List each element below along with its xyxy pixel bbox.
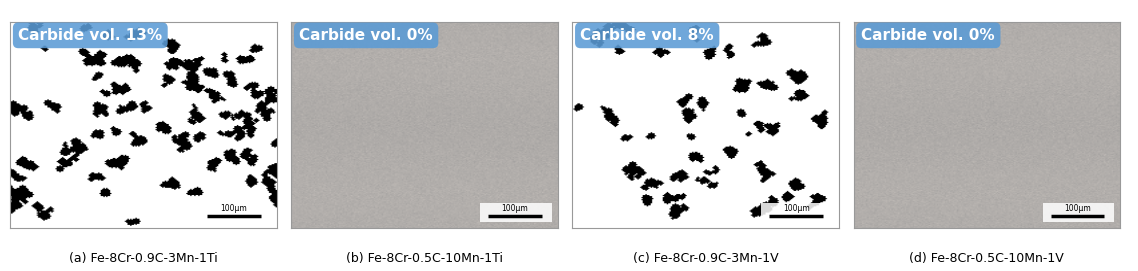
Text: 100μm: 100μm (502, 204, 528, 212)
FancyBboxPatch shape (480, 203, 552, 222)
Text: (d) Fe-8Cr-0.5C-10Mn-1V: (d) Fe-8Cr-0.5C-10Mn-1V (909, 252, 1064, 265)
Text: Carbide vol. 0%: Carbide vol. 0% (861, 28, 995, 43)
FancyBboxPatch shape (199, 203, 271, 222)
FancyBboxPatch shape (1042, 203, 1114, 222)
Text: (c) Fe-8Cr-0.9C-3Mn-1V: (c) Fe-8Cr-0.9C-3Mn-1V (633, 252, 778, 265)
Text: Carbide vol. 8%: Carbide vol. 8% (580, 28, 714, 43)
Text: (a) Fe-8Cr-0.9C-3Mn-1Ti: (a) Fe-8Cr-0.9C-3Mn-1Ti (69, 252, 217, 265)
Text: Carbide vol. 13%: Carbide vol. 13% (18, 28, 163, 43)
FancyBboxPatch shape (761, 203, 833, 222)
Text: Carbide vol. 0%: Carbide vol. 0% (299, 28, 432, 43)
Text: 100μm: 100μm (221, 204, 247, 212)
Text: (b) Fe-8Cr-0.5C-10Mn-1Ti: (b) Fe-8Cr-0.5C-10Mn-1Ti (346, 252, 503, 265)
Text: 100μm: 100μm (783, 204, 809, 212)
Text: 100μm: 100μm (1064, 204, 1090, 212)
